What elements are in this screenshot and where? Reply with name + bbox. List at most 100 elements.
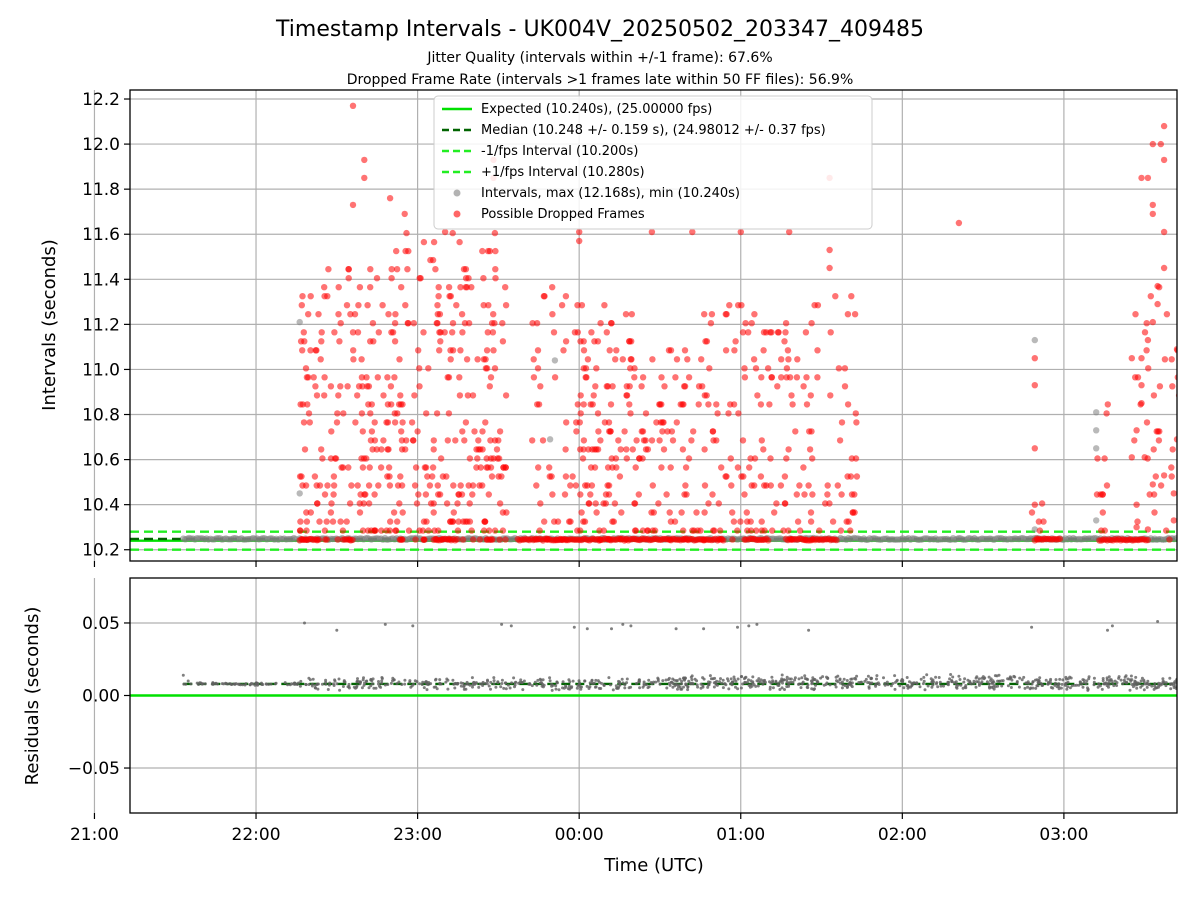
dropped-frame-point xyxy=(1142,329,1148,335)
dropped-frame-point xyxy=(623,536,629,542)
dropped-frame-point xyxy=(400,509,406,515)
dropped-frame-point xyxy=(394,266,400,272)
dropped-frame-point xyxy=(783,320,789,326)
dropped-frame-point xyxy=(682,482,688,488)
residual-point xyxy=(975,680,978,683)
dropped-frame-point xyxy=(795,518,801,524)
residual-point xyxy=(471,683,474,686)
dropped-frame-point xyxy=(454,536,460,542)
dropped-frame-point xyxy=(842,383,848,389)
dropped-frame-point xyxy=(636,455,642,461)
dropped-frame-point xyxy=(415,347,421,353)
dropped-frame-point xyxy=(453,302,459,308)
residual-point xyxy=(923,680,926,683)
dropped-frame-point xyxy=(681,383,687,389)
dropped-frame-point xyxy=(500,527,506,533)
residual-point xyxy=(730,677,733,680)
residual-point xyxy=(934,676,937,679)
dropped-frame-point xyxy=(431,446,437,452)
dropped-frame-point xyxy=(828,329,834,335)
dropped-frame-point xyxy=(490,311,496,317)
dropped-frame-point xyxy=(488,374,494,380)
residual-point xyxy=(1054,682,1057,685)
dropped-frame-point xyxy=(577,419,583,425)
dropped-frame-point xyxy=(1161,229,1167,235)
residual-point xyxy=(949,673,952,676)
residual-point xyxy=(823,684,826,687)
dropped-frame-point xyxy=(832,293,838,299)
dropped-frame-point xyxy=(767,455,773,461)
dropped-frame-point xyxy=(773,500,779,506)
dropped-frame-point xyxy=(735,410,741,416)
residual-point xyxy=(479,682,482,685)
dropped-frame-point xyxy=(322,536,328,542)
dropped-frame-point xyxy=(710,428,716,434)
residual-point xyxy=(936,685,939,688)
dropped-frame-point xyxy=(814,347,820,353)
residual-point xyxy=(586,627,589,630)
dropped-frame-point xyxy=(608,401,614,407)
dropped-frame-point xyxy=(433,536,439,542)
residual-point xyxy=(312,678,315,681)
dropped-frame-point xyxy=(1144,320,1150,326)
dropped-frame-point xyxy=(838,491,844,497)
dropped-frame-point xyxy=(713,401,719,407)
dropped-frame-point xyxy=(702,338,708,344)
dropped-frame-point xyxy=(600,500,606,506)
residual-point xyxy=(776,684,779,687)
dropped-frame-point xyxy=(474,356,480,362)
dropped-frame-point xyxy=(350,347,356,353)
dropped-frame-point xyxy=(680,446,686,452)
dropped-frame-point xyxy=(449,329,455,335)
dropped-frame-point xyxy=(578,392,584,398)
dropped-frame-point xyxy=(452,437,458,443)
residual-point xyxy=(695,679,698,682)
dropped-frame-point xyxy=(701,509,707,515)
dropped-frame-point xyxy=(558,536,564,542)
dropped-frame-point xyxy=(759,518,765,524)
residual-point xyxy=(672,682,675,685)
dropped-frame-point xyxy=(1175,374,1181,380)
dropped-frame-point xyxy=(435,311,441,317)
dropped-frame-point xyxy=(367,338,373,344)
dropped-frame-point xyxy=(431,509,437,515)
dropped-frame-point xyxy=(701,311,707,317)
chart-subtitle-1: Jitter Quality (intervals within +/-1 fr… xyxy=(426,50,772,66)
dropped-frame-point xyxy=(663,491,669,497)
dropped-frame-point xyxy=(364,302,370,308)
dropped-frame-point xyxy=(636,491,642,497)
x-tick-label: 01:00 xyxy=(716,825,765,845)
dropped-frame-point xyxy=(612,356,618,362)
residual-point xyxy=(959,684,962,687)
dropped-frame-point xyxy=(560,347,566,353)
dropped-frame-point xyxy=(1034,536,1040,542)
dropped-frame-point xyxy=(575,401,581,407)
residual-point xyxy=(355,686,358,689)
dropped-frame-point xyxy=(740,473,746,479)
residual-point xyxy=(700,683,703,686)
residual-point xyxy=(460,685,463,688)
residual-point xyxy=(456,682,459,685)
dropped-frame-point xyxy=(851,509,857,515)
residual-point xyxy=(915,681,918,684)
dropped-frame-point xyxy=(753,365,759,371)
dropped-frame-point xyxy=(824,491,830,497)
residual-point xyxy=(316,683,319,686)
dropped-frame-point xyxy=(1186,356,1192,362)
dropped-frame-point xyxy=(457,392,463,398)
residual-point xyxy=(561,686,564,689)
residual-point xyxy=(588,685,591,688)
residual-point xyxy=(867,675,870,678)
residual-point xyxy=(492,682,495,685)
dropped-frame-point xyxy=(826,247,832,253)
dropped-frame-point xyxy=(461,437,467,443)
residual-point xyxy=(787,683,790,686)
residual-point xyxy=(1029,687,1032,690)
dropped-frame-point xyxy=(487,437,493,443)
dropped-frame-point xyxy=(386,464,392,470)
residual-point xyxy=(482,681,485,684)
dropped-frame-point xyxy=(359,374,365,380)
dropped-frame-point xyxy=(497,428,503,434)
dropped-frame-point xyxy=(1151,509,1157,515)
residual-point xyxy=(1106,629,1109,632)
